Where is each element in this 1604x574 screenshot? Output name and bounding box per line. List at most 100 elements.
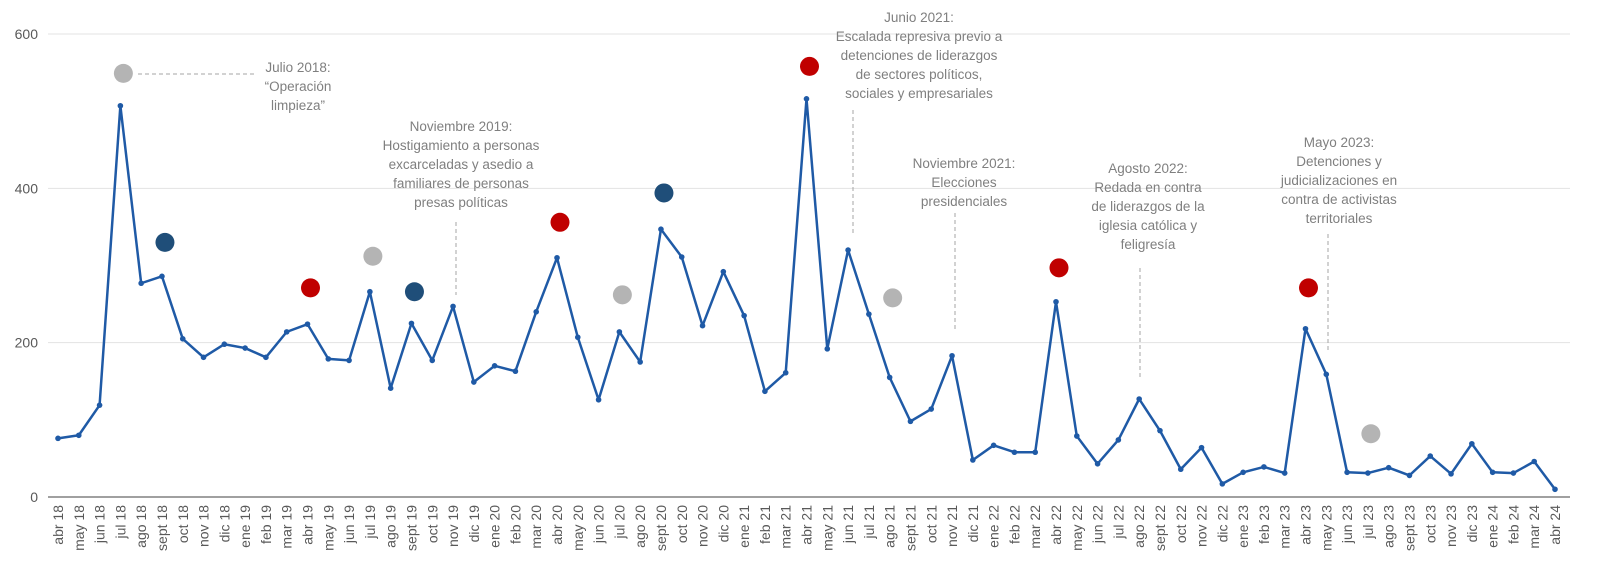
x-tick-label: feb 24 [1505,505,1521,544]
annotation: presidenciales [921,194,1008,209]
annotation: Hostigamiento a personas [383,138,540,153]
data-point [595,396,602,403]
data-point [159,273,165,280]
x-tick-label: sept 20 [653,505,669,551]
x-tick-label: nov 22 [1194,505,1210,547]
data-point [907,418,914,425]
annotation: familiares de personas [393,176,529,191]
x-tick-label: jun 21 [840,505,856,544]
x-tick-label: ene 20 [487,505,503,548]
data-point [699,322,706,329]
x-tick-label: nov 18 [196,505,212,547]
data-point [1344,469,1350,476]
event-marker [301,278,320,298]
x-tick-label: abr 18 [50,505,66,545]
data-point [471,379,477,385]
x-tick-label: dic 23 [1464,505,1480,543]
event-marker [550,212,570,232]
x-tick-label: jun 22 [1090,505,1106,544]
data-point [1469,440,1475,447]
data-point [1385,464,1392,471]
x-tick-label: mar 23 [1277,505,1293,549]
annotation: “Operación [265,79,332,94]
data-point [304,321,311,327]
event-marker [800,56,819,76]
x-tick-label: oct 18 [175,505,191,543]
data-point [1053,298,1059,305]
event-marker [404,282,424,302]
x-tick-label: ene 24 [1485,505,1501,548]
x-tick-label: jul 21 [861,505,877,540]
data-point [346,357,352,364]
annotation: iglesia católica y [1099,218,1198,233]
data-point [928,406,935,412]
data-point [200,354,207,361]
data-point [325,356,332,362]
x-tick-label: sept 21 [902,505,918,551]
annotation: Julio 2018: [265,60,330,75]
x-tick-label: ago 18 [133,505,149,548]
data-point [96,402,103,408]
annotation: Agosto 2022: [1108,161,1188,176]
data-point [1406,472,1413,479]
y-tick-label: 400 [15,180,39,196]
data-point [720,268,727,275]
data-point [1323,371,1330,378]
annotation: presas políticas [414,195,508,210]
data-point [1115,437,1122,443]
x-tick-label: dic 21 [965,505,981,543]
data-point [616,329,623,335]
event-marker [654,183,674,203]
data-point [1219,481,1226,487]
data-point [1136,396,1142,402]
x-tick-label: jul 20 [611,505,627,540]
annotation: limpieza” [271,98,325,113]
x-tick-label: may 18 [71,505,87,551]
data-point [990,442,997,449]
x-tick-label: nov 20 [695,505,711,547]
data-point [803,96,810,102]
annotation: Redada en contra [1094,180,1202,195]
event-marker [1299,278,1318,298]
annotation: Mayo 2023: [1304,135,1375,150]
x-tick-label: abr 21 [799,505,815,545]
data-point [1157,427,1163,434]
data-point [450,303,456,310]
annotation: de liderazgos de la [1091,199,1205,214]
x-tick-label: nov 21 [944,505,960,547]
x-tick-label: feb 22 [1006,505,1022,544]
y-tick-label: 200 [15,335,39,351]
event-marker [113,63,133,83]
data-point [429,357,436,364]
data-point [138,280,144,287]
x-tick-label: oct 20 [674,505,690,543]
x-tick-label: feb 21 [757,505,773,544]
y-tick-label: 600 [15,26,39,42]
x-tick-label: jul 19 [362,505,378,540]
x-tick-label: may 20 [570,505,586,551]
x-tick-label: ene 19 [237,505,253,548]
data-point [221,341,228,348]
data-point [949,352,955,359]
x-tick-label: jul 18 [112,505,128,540]
x-tick-label: jul 22 [1110,505,1126,540]
x-tick-label: sept 22 [1152,505,1168,551]
data-point [845,247,851,253]
annotation: de sectores políticos, [856,67,983,82]
annotation: excarceladas y asedio a [389,157,534,172]
data-point [1489,469,1496,476]
x-tick-label: sept 23 [1401,505,1417,551]
x-tick-label: oct 22 [1173,505,1189,543]
data-point [866,311,872,317]
event-marker [155,232,175,252]
x-tick-label: oct 21 [923,505,939,543]
x-tick-label: ago 19 [383,505,399,548]
x-tick-label: ago 21 [882,505,898,548]
annotation: Noviembre 2021: [913,156,1016,171]
data-point [1198,444,1205,451]
x-tick-label: ago 22 [1131,505,1147,548]
x-tick-label: ene 23 [1235,505,1251,548]
annotation: detenciones de liderazgos [841,48,998,63]
x-tick-label: may 19 [320,505,336,551]
x-tick-label: mar 20 [528,505,544,549]
